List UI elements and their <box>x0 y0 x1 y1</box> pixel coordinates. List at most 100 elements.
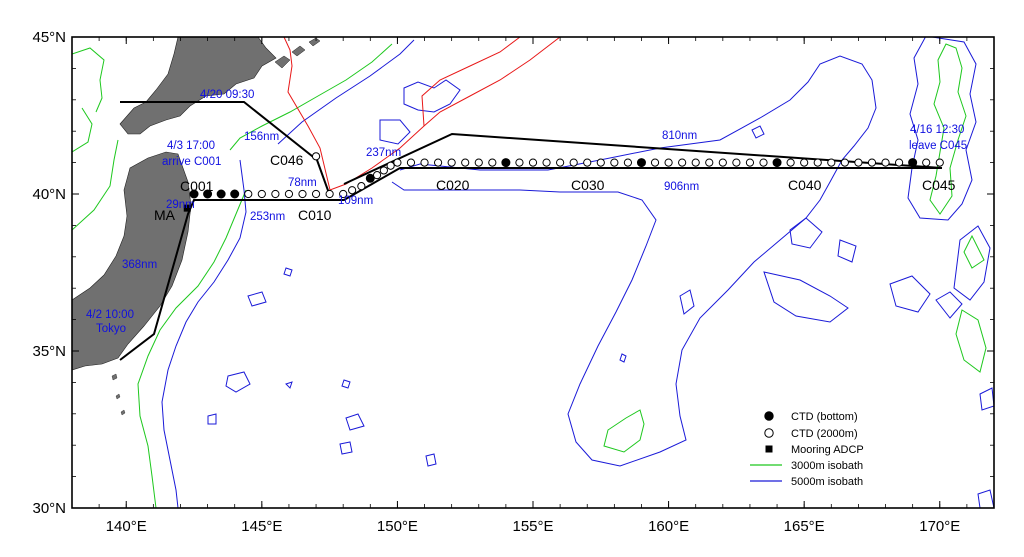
annot-leave: leave C045 <box>909 140 967 152</box>
x-tick-label: 140°E <box>106 518 147 535</box>
ctd-2000m-station <box>881 158 890 167</box>
legend-iso3000-label: 3000m isobath <box>791 460 863 472</box>
ctd-2000m-station <box>650 158 660 167</box>
label-c010: C010 <box>298 207 332 223</box>
ctd-2000m-station <box>311 189 321 199</box>
annot-253nm: 253nm <box>250 211 285 223</box>
annot-237nm: 237nm <box>366 147 401 159</box>
ctd-2000m-station <box>678 158 687 167</box>
label-c045: C045 <box>922 177 956 193</box>
ctd-2000m-station <box>393 158 402 167</box>
ctd-bottom-station <box>365 173 375 183</box>
annot-tokyo: Tokyo <box>96 323 126 335</box>
legend: CTD (bottom) CTD (2000m) Mooring ADCP 30… <box>750 411 864 488</box>
label-c030: C030 <box>571 177 605 193</box>
y-tick-label: 35°N <box>32 343 66 360</box>
ctd-2000m-station <box>542 158 551 167</box>
ctd-2000m-station <box>827 158 836 167</box>
label-c020: C020 <box>436 177 470 193</box>
axis-ticks: 140°E 145°E 150°E 155°E 160°E 165°E 170°E 45°N 4… <box>32 29 995 535</box>
legend-ctd-2000-label: CTD (2000m) <box>791 428 858 440</box>
annot-368nm: 368nm <box>122 259 157 271</box>
ctd-2000m-station <box>691 158 700 167</box>
ctd-2000m-station <box>461 158 470 167</box>
ctd-2000m-station <box>664 158 673 167</box>
ctd-2000m-station <box>935 158 944 167</box>
x-tick-label: 155°E <box>512 518 553 535</box>
x-tick-label: 165°E <box>784 518 825 535</box>
ctd-2000m-station <box>474 158 483 167</box>
ctd-2000m-station <box>447 158 456 167</box>
land <box>72 37 321 416</box>
ctd-2000m-station <box>596 158 605 167</box>
ctd-2000m-station <box>406 158 416 167</box>
ctd-2000m-station <box>271 189 280 199</box>
mooring-adcp-marker <box>183 204 191 212</box>
ctd-bottom-station <box>636 158 646 168</box>
land-kuril-islands <box>274 37 321 69</box>
ctd-2000m-station <box>894 158 904 167</box>
legend-ctd-2000-symbol <box>764 428 774 438</box>
ctd-2000m-station <box>922 158 931 167</box>
ctd-2000m-station <box>854 158 863 167</box>
label-c046: C046 <box>270 152 304 168</box>
y-tick-label: 45°N <box>32 29 66 46</box>
annot-arrive: arrive C001 <box>162 156 221 168</box>
ctd-2000m-station <box>379 166 388 175</box>
ctd-2000m-station <box>433 158 443 167</box>
annot-leave-time: 4/16 12:30 <box>910 124 964 136</box>
ctd-bottom-station <box>189 189 199 199</box>
ctd-2000m-station <box>311 152 321 161</box>
legend-mooring-label: Mooring ADCP <box>791 444 864 456</box>
label-mooring-ma: MA <box>154 207 176 223</box>
ctd-2000m-station <box>244 189 253 199</box>
stations <box>183 152 944 212</box>
ctd-2000m-station <box>556 158 565 167</box>
legend-ctd-bottom-label: CTD (bottom) <box>791 411 858 423</box>
track-annotations: 4/2 10:00 Tokyo 4/3 17:00 arrive C001 4/… <box>86 89 967 335</box>
ctd-2000m-station <box>610 158 619 167</box>
label-c001: C001 <box>180 178 214 194</box>
ctd-bottom-station <box>908 158 918 168</box>
ctd-bottom-station <box>230 189 240 199</box>
y-tick-label: 40°N <box>32 186 66 203</box>
ctd-bottom-station <box>501 158 511 168</box>
ctd-bottom-station <box>772 158 782 168</box>
ctd-2000m-station <box>813 158 822 167</box>
ctd-2000m-station <box>623 158 633 167</box>
legend-iso5000-label: 5000m isobath <box>791 476 863 488</box>
annot-109nm: 109nm <box>338 195 373 207</box>
annot-arrive-time: 4/3 17:00 <box>167 140 215 152</box>
label-c040: C040 <box>788 177 822 193</box>
ctd-2000m-station <box>386 161 395 170</box>
ctd-2000m-station <box>339 189 348 199</box>
ctd-2000m-station <box>348 186 357 195</box>
isobath-5000m <box>161 37 994 508</box>
ctd-2000m-station <box>705 158 714 167</box>
ctd-2000m-station <box>420 158 429 167</box>
ctd-2000m-station <box>786 158 795 167</box>
ctd-2000m-station <box>515 158 524 167</box>
ctd-2000m-station <box>257 189 266 199</box>
annot-156nm: 156nm <box>244 131 279 143</box>
annot-tokyo-time: 4/2 10:00 <box>86 309 134 321</box>
x-tick-label: 170°E <box>919 518 960 535</box>
ctd-2000m-station <box>325 189 334 199</box>
legend-ctd-bottom-symbol <box>764 411 774 421</box>
ctd-2000m-station <box>569 158 578 167</box>
x-tick-label: 150°E <box>377 518 418 535</box>
land-hokkaido <box>119 37 277 135</box>
ctd-2000m-station <box>284 189 294 199</box>
y-tick-label: 30°N <box>32 500 66 517</box>
ctd-2000m-station <box>488 158 497 167</box>
ctd-bottom-station <box>203 189 213 199</box>
ctd-2000m-station <box>732 158 741 167</box>
ctd-2000m-station <box>298 189 307 199</box>
x-tick-label: 145°E <box>241 518 282 535</box>
annot-810nm: 810nm <box>662 130 697 142</box>
ctd-2000m-station <box>759 158 768 167</box>
land-honshu <box>72 151 192 371</box>
ctd-2000m-station <box>528 158 538 167</box>
ctd-bottom-station <box>216 189 226 199</box>
